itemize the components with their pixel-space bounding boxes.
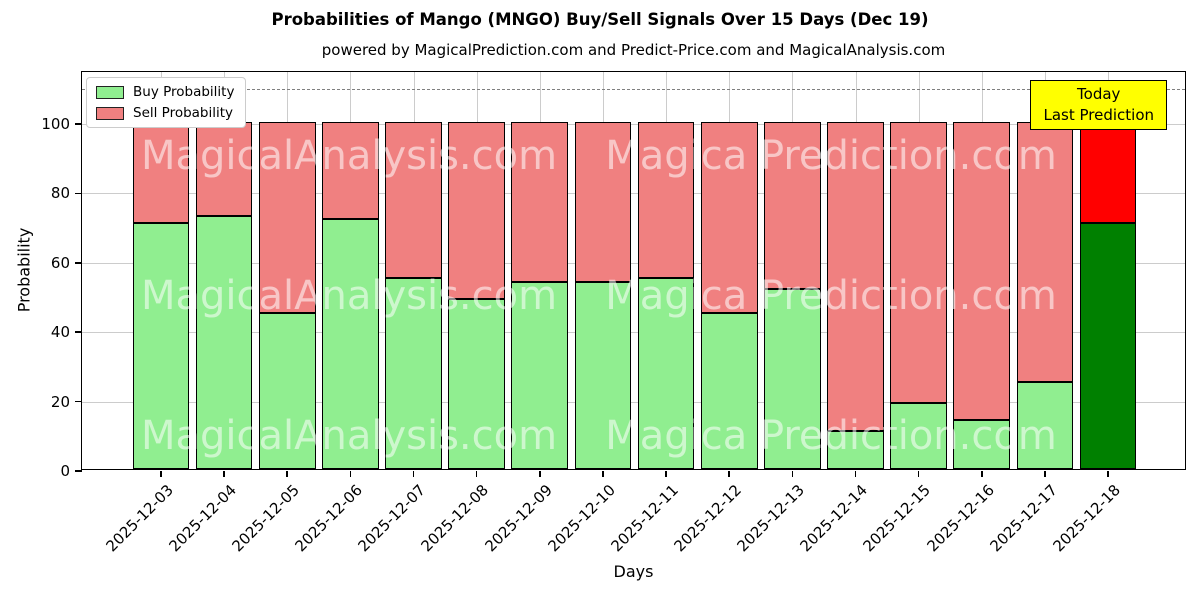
today-annotation: Today Last Prediction [1030, 80, 1167, 130]
sell-bar-segment [511, 122, 569, 282]
x-tick-mark [539, 471, 541, 477]
sell-bar-segment [637, 122, 695, 279]
sell-bar-segment [1079, 122, 1137, 223]
x-tick-mark [917, 471, 920, 477]
buy-bar-segment [763, 288, 821, 469]
y-tick-mark [75, 192, 82, 195]
sell-bar-segment [763, 122, 821, 289]
y-tick-mark [75, 400, 82, 403]
buy-bar-segment [637, 278, 695, 469]
x-tick-mark [1107, 471, 1109, 477]
y-tick-mark [75, 262, 82, 264]
buy-bar-segment [321, 219, 379, 469]
y-tick-mark [75, 470, 82, 472]
sell-bar-segment [321, 122, 379, 220]
x-tick-mark [854, 471, 857, 477]
x-tick-mark [728, 471, 730, 477]
buy-bar-segment [1079, 222, 1137, 469]
sell-bar-segment [258, 122, 316, 313]
y-gridline [82, 193, 1185, 195]
chart-subtitle: powered by MagicalPrediction.com and Pre… [321, 41, 946, 59]
x-tick-mark [475, 471, 478, 477]
sell-bar-segment [385, 122, 442, 279]
y-gridline [82, 401, 1185, 403]
chart-title: Probabilities of Mango (MNGO) Buy/Sell S… [271, 10, 929, 29]
buy-bar-segment [827, 430, 884, 469]
y-gridline [82, 124, 1185, 126]
buy-swatch-icon [96, 85, 124, 99]
legend-label: Buy Probability [133, 84, 235, 100]
sell-bar-segment [132, 122, 190, 223]
today-annotation-line2: Last Prediction [1043, 106, 1154, 124]
y-tick-label: 60 [50, 253, 70, 272]
x-tick-mark [412, 471, 415, 477]
y-gridline [82, 262, 1185, 264]
buy-bar-segment [574, 281, 632, 469]
x-tick-mark [602, 471, 604, 477]
buy-bar-segment [258, 312, 316, 469]
today-annotation-line1: Today [1077, 85, 1121, 103]
sell-bar-segment [195, 122, 253, 216]
buy-bar-segment [511, 281, 569, 469]
y-tick-mark [75, 331, 82, 333]
sell-bar-segment [448, 122, 506, 299]
plot-area: MagicalAnalysis.com Magica Prediction.com… [41, 71, 1186, 555]
sell-bar-segment [827, 122, 884, 431]
x-axis-label: Days [613, 562, 654, 581]
y-tick-mark [75, 123, 82, 125]
legend-entry-sell: Sell Probability [96, 105, 234, 121]
x-tick-mark [791, 471, 794, 477]
y-tick-label: 100 [41, 115, 70, 134]
dashed-threshold-line [82, 89, 1185, 91]
x-tick-mark [981, 471, 983, 477]
buy-bar-segment [953, 420, 1011, 469]
buy-bar-segment [132, 222, 190, 469]
sell-swatch-icon [96, 106, 124, 120]
legend-entry-buy: Buy Probability [96, 84, 234, 100]
sell-bar-segment [1016, 122, 1074, 383]
y-tick-label: 80 [50, 184, 70, 203]
x-tick-mark [286, 471, 288, 477]
legend: Buy Probability Sell Probability [86, 77, 247, 128]
buy-bar-segment [195, 215, 253, 469]
buy-bar-segment [700, 312, 758, 469]
y-tick-label: 40 [50, 323, 70, 342]
sell-bar-segment [890, 122, 948, 404]
x-tick-mark [1044, 471, 1046, 477]
sell-bar-segment [700, 122, 758, 313]
y-gridline [82, 332, 1185, 334]
x-tick-mark [349, 471, 352, 477]
x-tick-mark [665, 471, 667, 477]
sell-bar-segment [574, 122, 632, 282]
y-tick-label: 20 [50, 392, 70, 411]
buy-bar-segment [1016, 382, 1074, 469]
x-tick-mark [223, 471, 225, 477]
sell-bar-segment [953, 122, 1011, 421]
x-tick-mark [160, 471, 162, 477]
legend-label: Sell Probability [133, 105, 234, 121]
buy-bar-segment [448, 299, 506, 469]
buy-bar-segment [890, 403, 948, 469]
buy-bar-segment [385, 278, 442, 469]
y-tick-label: 0 [60, 462, 70, 480]
